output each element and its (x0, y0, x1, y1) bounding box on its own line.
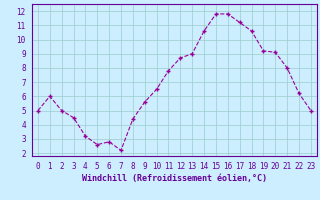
X-axis label: Windchill (Refroidissement éolien,°C): Windchill (Refroidissement éolien,°C) (82, 174, 267, 183)
